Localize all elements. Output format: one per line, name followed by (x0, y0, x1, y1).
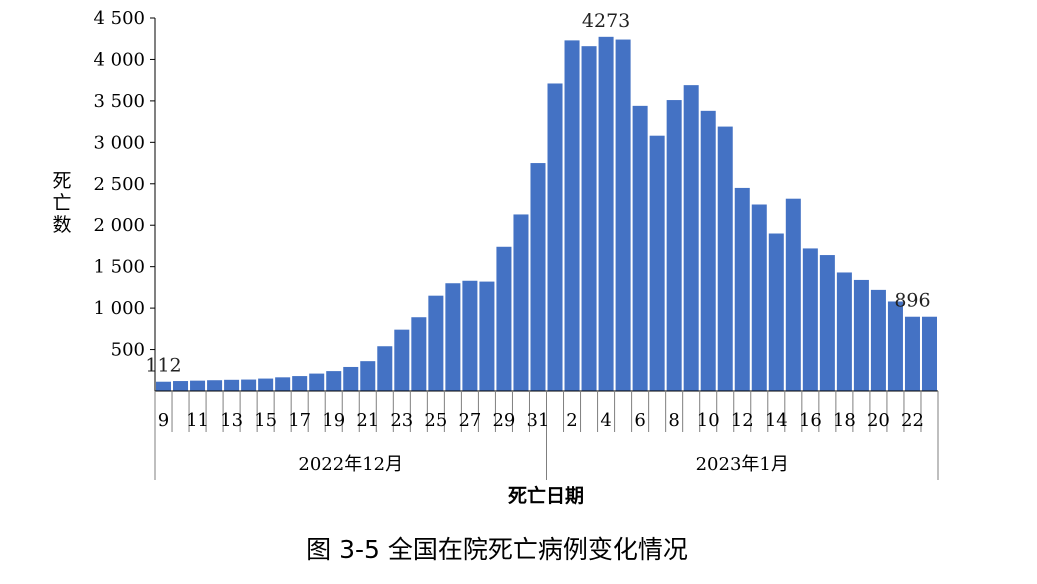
data-label: 4273 (582, 10, 630, 32)
data-label: 112 (145, 355, 181, 377)
x-tick-label: 18 (833, 410, 856, 431)
bar-01-07 (649, 135, 665, 391)
bars-group (156, 36, 937, 392)
data-label: 896 (894, 290, 930, 312)
bar-12-15 (258, 378, 274, 391)
x-tick-label: 27 (458, 410, 481, 431)
y-tick-label: 3 500 (93, 91, 145, 112)
x-tick-label: 9 (158, 410, 169, 431)
x-tick-label: 11 (186, 410, 209, 431)
y-axis-title: 死亡数 (52, 170, 71, 236)
bar-12-20 (343, 366, 359, 391)
x-tick-label: 6 (634, 410, 645, 431)
bar-01-15 (785, 198, 801, 391)
bar-12-19 (326, 371, 342, 391)
y-tick-label: 1 000 (93, 298, 145, 319)
x-tick-label: 31 (527, 410, 550, 431)
bar-01-14 (768, 233, 784, 391)
y-tick-label: 1 500 (93, 257, 145, 278)
bar-12-28 (479, 281, 495, 391)
x-axis-title: 死亡日期 (508, 484, 584, 507)
bar-01-18 (836, 272, 852, 391)
y-tick-label: 500 (111, 340, 145, 361)
bar-12-13 (224, 379, 240, 391)
bar-01-23 (921, 316, 937, 391)
bar-01-20 (870, 289, 886, 391)
bar-01-09 (683, 85, 699, 391)
bar-12-31 (530, 163, 546, 391)
bar-01-04 (598, 36, 614, 391)
bar-01-19 (853, 279, 869, 391)
x-tick-label: 16 (799, 410, 822, 431)
x-tick-label: 19 (322, 410, 345, 431)
x-tick-label: 14 (765, 410, 788, 431)
y-axis: 500 1 000 1 500 2 000 2 500 3 000 3 500 4 000 4 … (93, 8, 156, 391)
x-tick-label: 29 (492, 410, 515, 431)
x-tick-label: 21 (356, 410, 379, 431)
x-axis: 9 11 13 15 17 19 21 23 25 27 29 31 2 4 6 8 10 12 14 16 18 20 2… (154, 390, 939, 480)
bar-01-12 (734, 187, 750, 391)
bar-12-12 (207, 380, 223, 391)
bar-01-06 (632, 105, 648, 392)
x-tick-label: 22 (901, 410, 924, 431)
y-tick-label: 4 000 (93, 49, 145, 70)
x-tick-label: 8 (668, 410, 679, 431)
x-tick-label: 13 (220, 410, 243, 431)
bar-01-11 (717, 126, 733, 391)
x-tick-label: 17 (288, 410, 311, 431)
x-tick-label: 25 (424, 410, 447, 431)
bar-12-22 (377, 346, 393, 391)
bar-12-30 (513, 214, 529, 391)
y-tick-label: 2 500 (93, 174, 145, 195)
x-tick-label: 2 (566, 410, 577, 431)
bar-12-26 (445, 283, 461, 391)
bar-01-01 (547, 83, 563, 391)
bar-01-05 (615, 39, 631, 392)
x-tick-label: 23 (390, 410, 413, 431)
x-group-label: 2022年12月 (298, 454, 403, 475)
bar-12-21 (360, 361, 376, 391)
bar-01-02 (564, 40, 580, 391)
x-tick-label: 20 (867, 410, 890, 431)
bar-12-17 (292, 376, 308, 391)
bar-01-10 (700, 110, 716, 391)
x-tick-label: 10 (697, 410, 720, 431)
x-group-label: 2023年1月 (696, 454, 789, 475)
bar-12-27 (462, 280, 478, 391)
bar-01-21 (887, 301, 903, 391)
chart-title: 图 3-5 全国在院死亡病例变化情况 (306, 535, 688, 564)
bar-12-09 (156, 381, 172, 391)
x-tick-label: 12 (731, 410, 754, 431)
bar-01-16 (802, 248, 818, 391)
bar-01-03 (581, 46, 597, 392)
bar-01-22 (904, 316, 920, 391)
bar-12-25 (428, 295, 444, 391)
bar-12-23 (394, 329, 410, 391)
bar-12-24 (411, 317, 427, 391)
data-labels-group: 112 4273 896 (145, 10, 930, 377)
y-tick-label: 2 000 (93, 215, 145, 236)
bar-01-08 (666, 100, 682, 391)
x-tick-label: 4 (600, 410, 611, 431)
bar-12-18 (309, 373, 325, 391)
bar-12-16 (275, 377, 291, 391)
bar-12-11 (190, 380, 206, 391)
bar-12-14 (241, 379, 257, 391)
bar-01-13 (751, 204, 767, 391)
bar-01-17 (819, 255, 835, 391)
y-tick-label: 4 500 (93, 8, 145, 29)
x-tick-label: 15 (254, 410, 277, 431)
bar-12-10 (173, 381, 189, 391)
bar-12-29 (496, 246, 512, 391)
y-tick-label: 3 000 (93, 132, 145, 153)
